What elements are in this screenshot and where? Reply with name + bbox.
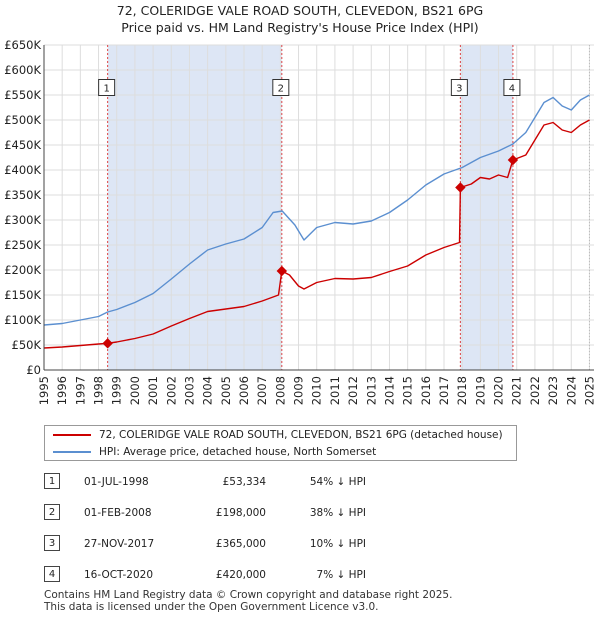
x-tick-label: 2021: [510, 376, 524, 405]
y-tick-label: £150K: [4, 288, 41, 302]
y-tick-label: £500K: [4, 113, 41, 127]
sale-hpi-diff: 10% ↓ HPI: [309, 538, 366, 550]
y-tick-label: £0: [26, 363, 41, 377]
y-tick-label: £600K: [4, 63, 41, 77]
x-tick-label: 1998: [92, 376, 106, 405]
y-tick-label: £350K: [4, 188, 41, 202]
sale-marker-box: [98, 79, 116, 96]
sale-point: [102, 338, 113, 349]
x-tick-label: 2012: [346, 376, 360, 405]
sale-point: [276, 265, 288, 277]
x-tick-label: 2019: [473, 376, 487, 405]
price-chart: 1 2 3 4 £0 £50K £100K £150K £200K £250K £300K £350…: [4, 38, 596, 405]
series-line-hpi: [43, 94, 590, 326]
x-tick-label: 2008: [273, 376, 287, 405]
x-tick-label: 1996: [55, 376, 69, 405]
sale-marker-box: [450, 79, 468, 96]
legend: 72, COLERIDGE VALE ROAD SOUTH, CLEVEDON,…: [44, 425, 517, 461]
sale-row: 3 27-NOV-2017 £365,000 10% ↓ HPI: [44, 534, 464, 554]
footer: Contains HM Land Registry data © Crown c…: [44, 589, 453, 613]
sale-price: £420,000: [215, 569, 266, 581]
sale-number: 3: [44, 535, 60, 551]
x-tick-label: 1995: [37, 376, 51, 405]
y-tick-label: £50K: [12, 338, 42, 352]
x-tick-label: 2001: [146, 376, 160, 405]
sale-marker-number: 2: [278, 84, 284, 95]
y-tick-label: £300K: [4, 213, 41, 227]
sale-marker-label: 1: [98, 79, 116, 96]
chart-title: 72, COLERIDGE VALE ROAD SOUTH, CLEVEDON,…: [0, 2, 600, 36]
ownership-period-shade: [107, 45, 282, 370]
sale-marker-label: 2: [272, 79, 290, 96]
sale-number: 4: [44, 566, 60, 582]
sale-price: £198,000: [215, 507, 266, 519]
sale-marker-box: [272, 79, 290, 96]
x-tick-label: 2023: [546, 376, 560, 405]
footer-copyright: Contains HM Land Registry data © Crown c…: [44, 589, 453, 601]
x-tick-label: 2020: [492, 376, 506, 405]
sale-hpi-diff: 38% ↓ HPI: [309, 507, 366, 519]
x-tick-label: 2013: [364, 376, 378, 405]
sale-date: 27-NOV-2017: [84, 538, 155, 550]
y-tick-label: £400K: [4, 163, 41, 177]
legend-swatch-hpi: [53, 451, 91, 453]
x-tick-label: 1999: [110, 376, 124, 405]
legend-label-property: 72, COLERIDGE VALE ROAD SOUTH, CLEVEDON,…: [99, 429, 503, 441]
x-tick-label: 2005: [219, 376, 233, 405]
sale-price: £53,334: [222, 476, 266, 488]
title-line-2: Price paid vs. HM Land Registry's House …: [121, 20, 479, 35]
sale-row: 4 16-OCT-2020 £420,000 7% ↓ HPI: [44, 565, 464, 585]
x-tick-label: 2014: [382, 376, 396, 405]
footer-licence: This data is licensed under the Open Gov…: [44, 600, 379, 613]
sale-row: 1 01-JUL-1998 £53,334 54% ↓ HPI: [44, 472, 464, 492]
sale-marker-number: 1: [103, 84, 109, 95]
ownership-period-shade: [460, 45, 513, 370]
sale-number: 1: [44, 473, 60, 489]
sale-marker-box: [503, 79, 521, 96]
x-tick-label: 2004: [201, 376, 215, 405]
y-tick-label: £250K: [4, 238, 41, 252]
sale-point: [455, 182, 466, 193]
y-tick-label: £550K: [4, 88, 41, 102]
sale-number: 2: [44, 504, 60, 520]
legend-item-hpi: HPI: Average price, detached house, Nort…: [53, 444, 376, 460]
x-tick-label: 1997: [73, 376, 87, 405]
x-tick-label: 2003: [182, 376, 196, 405]
title-line-1: 72, COLERIDGE VALE ROAD SOUTH, CLEVEDON,…: [116, 3, 484, 18]
x-tick-label: 2007: [255, 376, 269, 405]
x-tick-label: 2015: [401, 376, 415, 405]
sale-date: 16-OCT-2020: [84, 569, 153, 581]
x-tick-label: 2022: [528, 376, 542, 405]
x-tick-label: 2010: [310, 376, 324, 405]
x-tick-label: 2017: [437, 376, 451, 405]
sale-date: 01-FEB-2008: [84, 507, 152, 519]
x-tick-label: 2002: [164, 376, 178, 405]
x-tick-label: 2025: [582, 376, 596, 405]
x-tick-label: 2009: [292, 376, 306, 405]
y-tick-label: £650K: [4, 38, 41, 52]
legend-swatch-property: [53, 434, 91, 436]
series-line-property: [43, 119, 590, 349]
sale-marker-number: 3: [456, 84, 462, 95]
sale-date: 01-JUL-1998: [84, 476, 149, 488]
sale-point: [507, 154, 519, 166]
sale-hpi-diff: 7% ↓ HPI: [316, 569, 366, 581]
sale-row: 2 01-FEB-2008 £198,000 38% ↓ HPI: [44, 503, 464, 523]
legend-item-property: 72, COLERIDGE VALE ROAD SOUTH, CLEVEDON,…: [53, 427, 503, 443]
sale-marker-number: 4: [509, 84, 515, 95]
y-tick-label: £200K: [4, 263, 41, 277]
x-tick-label: 2024: [564, 376, 578, 405]
y-tick-label: £450K: [4, 138, 41, 152]
x-tick-label: 2006: [237, 376, 251, 405]
x-tick-label: 2011: [328, 376, 342, 405]
sale-price: £365,000: [215, 538, 266, 550]
sale-hpi-diff: 54% ↓ HPI: [309, 476, 366, 488]
sale-marker-label: 4: [503, 79, 521, 96]
sale-marker-label: 3: [450, 79, 468, 96]
legend-label-hpi: HPI: Average price, detached house, Nort…: [99, 446, 377, 458]
y-tick-label: £100K: [4, 313, 41, 327]
x-tick-label: 2016: [419, 376, 433, 405]
x-tick-label: 2000: [128, 376, 142, 405]
x-tick-label: 2018: [455, 376, 469, 405]
